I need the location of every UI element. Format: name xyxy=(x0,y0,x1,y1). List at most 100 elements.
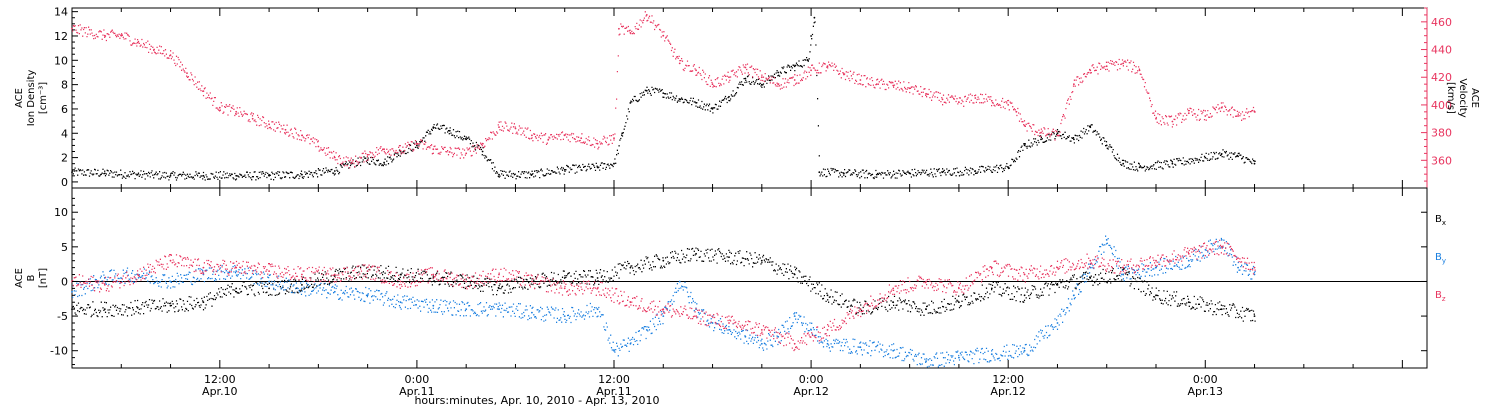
velocity-series-point xyxy=(1023,124,1026,127)
ion-density-series-point xyxy=(629,102,632,104)
ion-density-series-point xyxy=(744,77,747,80)
ion-density-series-point xyxy=(875,173,878,176)
velocity-series-point xyxy=(1155,117,1157,120)
b-y-series-point xyxy=(958,356,960,359)
ion-density-series-point xyxy=(810,35,812,37)
velocity-series-point xyxy=(662,34,665,37)
velocity-series-point xyxy=(908,87,911,90)
ion-density-series-point xyxy=(908,172,911,175)
ion-density-series-point xyxy=(621,132,624,135)
b-y-series-point xyxy=(1155,266,1157,269)
b-z-series-point xyxy=(1155,259,1157,262)
b-z-series-point xyxy=(563,287,566,290)
b-z-series-point xyxy=(1023,273,1026,276)
ion-density-series-point xyxy=(760,83,763,86)
ion-density-series-point xyxy=(1040,138,1042,141)
b-x-series-point xyxy=(169,304,172,307)
ion-density-series-point xyxy=(1089,126,1092,129)
velocity-series-point xyxy=(892,84,895,87)
ion-density-series-point xyxy=(645,89,648,92)
velocity-series-point xyxy=(711,83,714,86)
b-axis-label-1: ACE xyxy=(14,268,25,288)
velocity-series-point xyxy=(416,142,418,145)
velocity-series-point xyxy=(563,134,566,137)
velocity-series-point xyxy=(1253,110,1256,113)
ion-density-series-dots xyxy=(72,21,1256,181)
top-panel-frame xyxy=(71,7,1428,189)
velocity-series-point xyxy=(465,152,468,155)
ion-density-series-point xyxy=(1204,156,1207,159)
velocity-series-point xyxy=(744,66,747,69)
velocity-series-point xyxy=(875,83,878,86)
ion-density-series-point xyxy=(1171,162,1174,165)
b-y-series-point xyxy=(1220,239,1223,241)
velocity-series-point xyxy=(618,27,620,30)
top-panel-series xyxy=(71,11,1256,181)
legend-subscript: y xyxy=(1442,257,1446,265)
b-legend: Bx By Bz xyxy=(1435,214,1446,303)
ion-density-series-point xyxy=(1237,155,1239,158)
b-x-series-point xyxy=(202,301,205,304)
velocity-series-point xyxy=(448,151,451,153)
b-x-series xyxy=(71,247,1256,322)
b-z-series xyxy=(71,239,1256,352)
velocity-axis-label-1: ACE xyxy=(1469,88,1480,108)
b-z-series-point xyxy=(958,287,960,290)
b-x-series-point xyxy=(301,284,303,286)
velocity-tick-label: 360 xyxy=(1431,154,1452,167)
velocity-series-point xyxy=(925,92,927,95)
b-z-series-point xyxy=(695,315,697,317)
b-tick-label: -10 xyxy=(50,345,68,358)
velocity-series-point xyxy=(1220,106,1223,109)
density-axis: 0 2 4 6 8 10 12 14 xyxy=(54,6,78,189)
ion-density-series-point xyxy=(728,95,730,98)
ion-density-series-point xyxy=(202,174,205,177)
b-x-series-point xyxy=(235,287,238,290)
velocity-series-point xyxy=(136,41,139,44)
legend-subscript: z xyxy=(1442,295,1446,303)
b-x-series-point xyxy=(498,287,500,290)
velocity-series-point xyxy=(498,126,500,128)
ion-density-series-point xyxy=(268,174,270,177)
b-y-series-point xyxy=(366,294,369,297)
b-tick-label: 0 xyxy=(61,275,68,288)
b-axis-label-3: [nT] xyxy=(38,268,49,288)
b-y-series-point xyxy=(678,280,681,283)
velocity-series-point xyxy=(1187,112,1190,115)
velocity-series-point xyxy=(596,142,599,145)
b-x-series-dots xyxy=(72,247,1256,322)
velocity-series-point xyxy=(268,123,270,126)
ion-density-series-point xyxy=(793,65,796,68)
time-axis-title: hours:minutes, Apr. 10, 2010 - Apr. 13, … xyxy=(414,394,659,407)
ion-density-series-point xyxy=(432,126,435,129)
velocity-series-point xyxy=(366,153,369,156)
b-x-series-point xyxy=(662,259,665,262)
b-z-series-point xyxy=(1056,266,1059,269)
ion-density-series-point xyxy=(383,161,385,164)
b-z-series-point xyxy=(235,266,238,269)
b-y-series-point xyxy=(645,329,648,331)
velocity-axis: 360 380 400 420 440 460 xyxy=(1421,7,1452,188)
b-y-series-point xyxy=(728,329,730,331)
velocity-axis-label-3: [km/s] xyxy=(1445,82,1456,114)
ion-density-series-point xyxy=(678,98,681,101)
b-z-series-point xyxy=(301,273,303,276)
b-y-series-point xyxy=(235,270,238,272)
velocity-series-point xyxy=(810,69,812,72)
velocity-series-point xyxy=(695,69,697,72)
b-tick-label: 5 xyxy=(61,241,68,254)
ion-density-series-point xyxy=(71,171,73,174)
b-z-series-point xyxy=(859,308,862,311)
ion-density-series-point xyxy=(301,173,303,176)
velocity-series-dots xyxy=(72,11,1256,169)
velocity-series-point xyxy=(301,134,303,137)
velocity-series-point xyxy=(235,110,238,113)
b-y-series-point xyxy=(613,349,615,352)
time-tick-label: 0:00 xyxy=(1193,373,1218,386)
time-tick-label: 12:00 xyxy=(992,373,1024,386)
velocity-series-point xyxy=(941,98,944,101)
b-x-series-point xyxy=(1056,284,1059,286)
time-tick-label: 12:00 xyxy=(204,373,236,386)
b-z-series-point xyxy=(268,270,270,272)
